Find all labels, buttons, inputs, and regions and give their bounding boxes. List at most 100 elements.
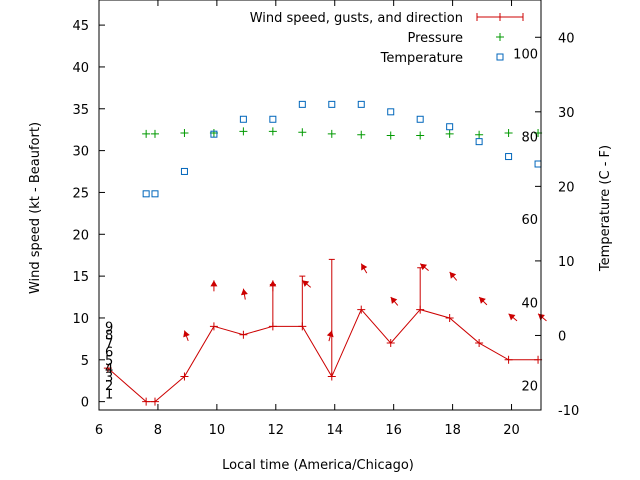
- wind-direction-arrowhead: [240, 288, 248, 296]
- wind-point: [239, 330, 248, 339]
- x-tick-label: 10: [209, 423, 226, 438]
- axes-layer: 6 8 10 12 14 16 18 20051015202530354045-1001020…: [72, 0, 579, 438]
- wind-direction-arrowhead: [361, 263, 368, 271]
- y-tick-label: 15: [72, 270, 89, 285]
- pressure-point: [239, 127, 248, 136]
- y-tick-label: 35: [72, 103, 89, 118]
- y-tick-label: 5: [81, 354, 89, 369]
- temperature-point: [210, 130, 218, 138]
- x-tick-label: 12: [268, 423, 285, 438]
- temperature-point: [446, 123, 454, 131]
- x-tick-label: 8: [154, 423, 162, 438]
- temperature-point: [180, 167, 188, 175]
- y2-tick-label: 40: [558, 31, 575, 46]
- wind-point: [180, 372, 189, 381]
- x-axis-label: Local time (America/Chicago): [222, 458, 414, 473]
- pressure-point: [445, 129, 454, 138]
- legend: Wind speed, gusts, and direction Pressure…: [250, 11, 524, 66]
- beaufort-label: 2: [105, 379, 113, 394]
- pressure-point: [268, 127, 277, 136]
- x-tick-label: 20: [503, 423, 520, 438]
- y2-tick-label: 0: [558, 329, 566, 344]
- x-tick-label: 18: [444, 423, 461, 438]
- y-tick-label: 0: [81, 396, 89, 411]
- pressure-point: [416, 131, 425, 140]
- temperature-point: [298, 100, 306, 108]
- fahrenheit-label: 40: [521, 297, 538, 312]
- wind-point: [103, 364, 112, 373]
- y-axis-label: Wind speed (kt - Beaufort): [28, 122, 43, 294]
- x-tick-label: 6: [95, 423, 103, 438]
- y-tick-label: 20: [72, 228, 89, 243]
- temperature-point: [239, 115, 247, 123]
- y2-axis-label: Temperature (C - F): [598, 145, 613, 272]
- y-tick-label: 40: [72, 61, 89, 76]
- pressure-point: [298, 128, 307, 137]
- y2-tick-label: 20: [558, 180, 575, 195]
- wind-direction-arrowhead: [508, 313, 516, 321]
- wind-direction-arrowhead: [449, 271, 457, 279]
- legend-label-wind: Wind speed, gusts, and direction: [250, 11, 463, 26]
- pressure-point: [142, 129, 151, 138]
- wind-direction-arrowhead: [269, 280, 277, 287]
- wind-point: [150, 397, 159, 406]
- beaufort-label: 8: [105, 329, 113, 344]
- pressure-point: [357, 130, 366, 139]
- wind-speed-line: [107, 308, 539, 403]
- pressure-point: [504, 129, 513, 138]
- wind-point: [504, 355, 513, 364]
- y2-tick-label: 10: [558, 255, 575, 270]
- wind-direction-arrowhead: [479, 297, 486, 304]
- x-tick-label: 14: [326, 423, 343, 438]
- wind-direction-arrowhead: [210, 280, 218, 287]
- temperature-point: [357, 100, 365, 108]
- wind-point: [475, 339, 484, 348]
- legend-label-temperature: Temperature: [380, 51, 463, 66]
- y-tick-label: 25: [72, 186, 89, 201]
- temperature-point: [534, 160, 542, 168]
- temperature-point: [505, 153, 513, 161]
- y2-tick-label: -10: [558, 404, 579, 419]
- beaufort-label: 9: [105, 320, 113, 335]
- pressure-point: [386, 131, 395, 140]
- fahrenheit-label: 80: [521, 130, 538, 145]
- y-tick-label: 10: [72, 312, 89, 327]
- legend-label-pressure: Pressure: [407, 31, 463, 46]
- temperature-point: [269, 115, 277, 123]
- wind-point: [142, 397, 151, 406]
- temperature-point: [142, 190, 150, 198]
- beaufort-label: 7: [105, 337, 113, 352]
- x-tick-label: 16: [385, 423, 402, 438]
- beaufort-label: 1: [105, 387, 113, 402]
- pressure-point: [475, 130, 484, 139]
- temperature-point: [151, 190, 159, 198]
- beaufort-label: 4: [105, 362, 113, 377]
- wind-point: [386, 339, 395, 348]
- temperature-point: [475, 138, 483, 146]
- beaufort-label: 3: [105, 371, 113, 386]
- y-tick-label: 45: [72, 19, 89, 34]
- legend-sample-wind-point: [496, 13, 504, 21]
- legend-sample-temperature: [496, 53, 504, 61]
- temperature-point: [328, 100, 336, 108]
- temperature-point: [387, 108, 395, 116]
- beaufort-label: 5: [105, 354, 113, 369]
- y-tick-label: 30: [72, 145, 89, 160]
- wind-point: [357, 305, 366, 314]
- fahrenheit-label: 100: [513, 48, 538, 63]
- wind-direction-arrowhead: [420, 263, 428, 271]
- plot-frame: [98, 0, 542, 411]
- legend-sample-pressure: [496, 33, 504, 41]
- wind-point: [209, 322, 218, 331]
- wind-direction-arrowhead: [390, 297, 398, 304]
- temperature-point: [416, 115, 424, 123]
- wind-direction-arrowhead: [326, 330, 334, 338]
- pressure-point: [150, 129, 159, 138]
- wind-direction-arrowhead: [302, 280, 310, 287]
- pressure-point: [180, 129, 189, 138]
- fahrenheit-label: 20: [521, 379, 538, 394]
- pressure-point: [327, 129, 336, 138]
- fahrenheit-label: 60: [521, 213, 538, 228]
